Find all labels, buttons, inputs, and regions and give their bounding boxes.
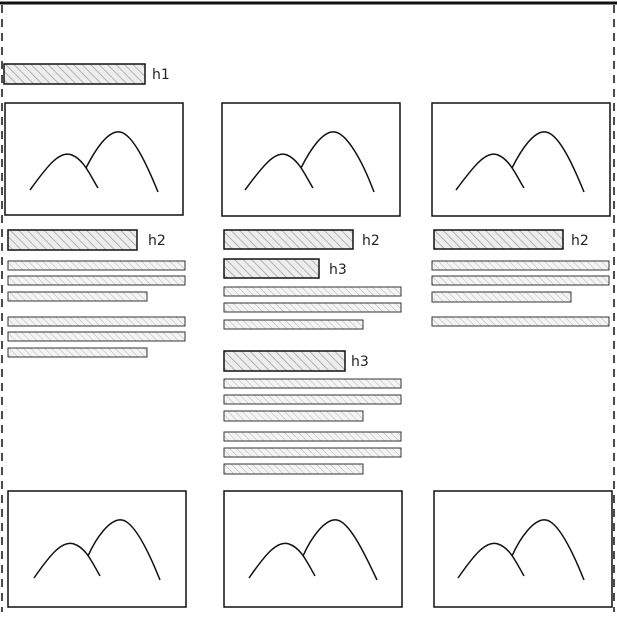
heading-bar — [433, 229, 564, 250]
image-placeholder — [221, 102, 401, 217]
heading-label: h2 — [362, 233, 380, 249]
image-placeholder — [4, 102, 184, 216]
subheading-label: h3 — [329, 262, 347, 278]
image-placeholder — [223, 490, 403, 608]
subheading-bar — [223, 350, 346, 372]
page-title-block: h1 — [3, 63, 170, 85]
column-1: h2 — [4, 102, 187, 608]
heading-bar — [223, 229, 354, 250]
image-placeholder — [7, 490, 187, 608]
heading-label: h2 — [148, 233, 166, 249]
heading-label: h2 — [571, 233, 589, 249]
column-2: h2 h3 h3 — [221, 102, 403, 608]
page-title-label: h1 — [152, 67, 170, 83]
text-lines — [7, 260, 186, 358]
image-placeholder — [431, 102, 611, 217]
image-placeholder — [433, 490, 613, 608]
column-3: h2 — [431, 102, 613, 608]
subheading-label: h3 — [351, 354, 369, 370]
text-lines — [431, 260, 610, 327]
text-lines — [223, 286, 402, 330]
heading-bar — [7, 229, 138, 251]
text-lines — [223, 378, 402, 475]
subheading-bar — [223, 258, 320, 279]
